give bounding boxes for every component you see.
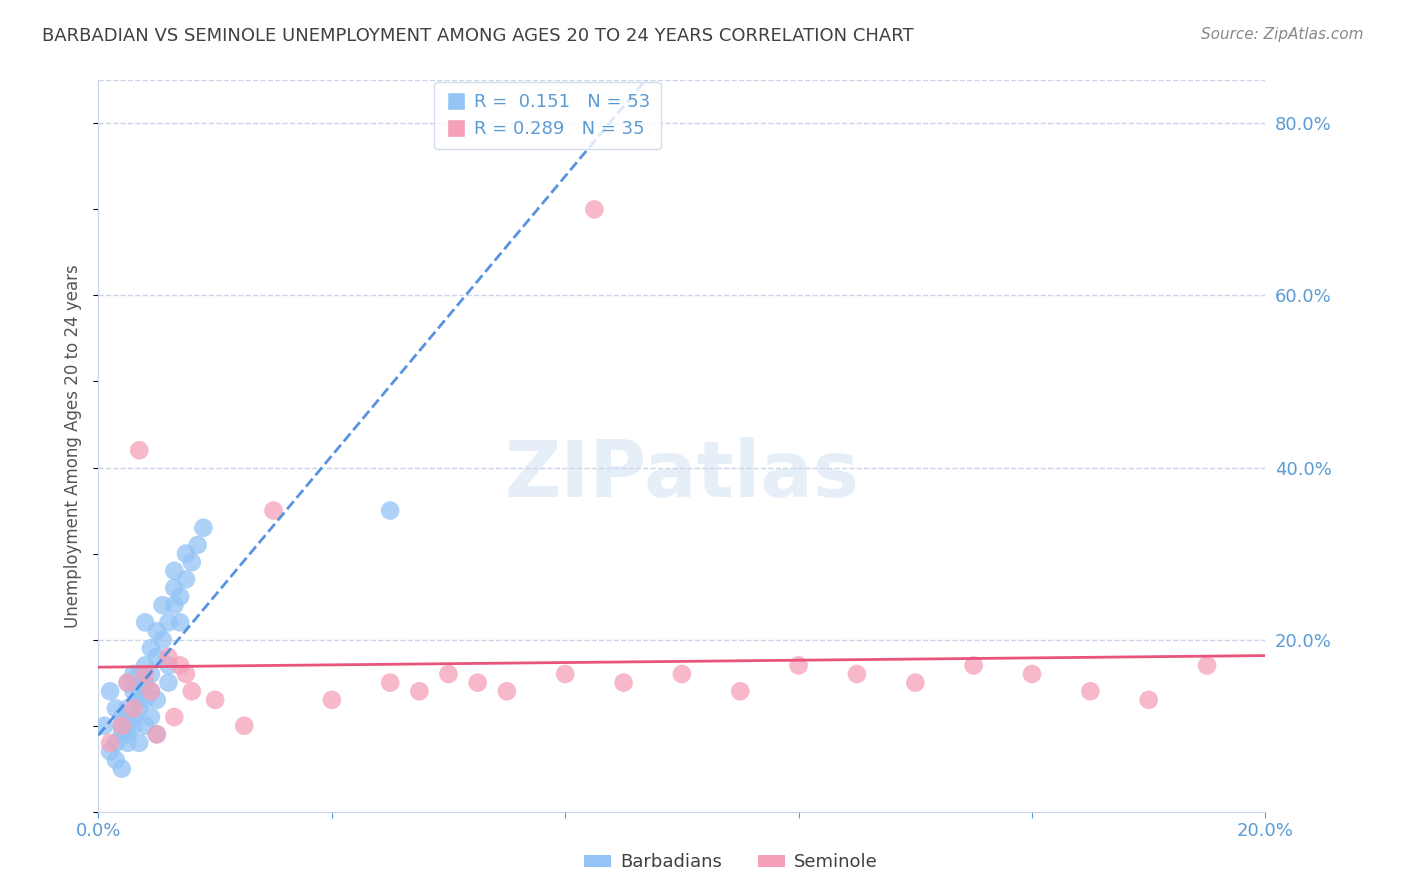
Point bbox=[111, 710, 134, 724]
Point bbox=[122, 719, 145, 733]
Point bbox=[157, 675, 180, 690]
Point bbox=[174, 573, 197, 587]
Y-axis label: Unemployment Among Ages 20 to 24 years: Unemployment Among Ages 20 to 24 years bbox=[65, 264, 83, 628]
Point bbox=[117, 701, 139, 715]
Text: Source: ZipAtlas.com: Source: ZipAtlas.com bbox=[1201, 27, 1364, 42]
Point bbox=[163, 598, 186, 612]
Point bbox=[180, 684, 202, 698]
Point bbox=[134, 658, 156, 673]
Point bbox=[146, 727, 169, 741]
Point bbox=[408, 684, 430, 698]
Point bbox=[904, 675, 927, 690]
Point bbox=[163, 564, 186, 578]
Point bbox=[111, 727, 134, 741]
Point bbox=[152, 632, 174, 647]
Point bbox=[378, 675, 402, 690]
Point bbox=[583, 202, 606, 217]
Point bbox=[139, 641, 162, 656]
Point bbox=[554, 667, 576, 681]
Point bbox=[128, 684, 150, 698]
Point bbox=[671, 667, 693, 681]
Point bbox=[146, 624, 169, 638]
Point bbox=[111, 762, 134, 776]
Point bbox=[122, 684, 145, 698]
Point bbox=[111, 719, 134, 733]
Point bbox=[845, 667, 868, 681]
Point bbox=[157, 615, 180, 630]
Point bbox=[98, 736, 121, 750]
Point bbox=[104, 736, 127, 750]
Point bbox=[787, 658, 810, 673]
Point bbox=[146, 649, 169, 664]
Point bbox=[163, 710, 186, 724]
Point bbox=[163, 581, 186, 595]
Point bbox=[139, 667, 162, 681]
Point bbox=[122, 701, 145, 715]
Point bbox=[117, 736, 139, 750]
Point bbox=[139, 684, 162, 698]
Point bbox=[128, 701, 150, 715]
Point bbox=[117, 727, 139, 741]
Point bbox=[378, 503, 402, 517]
Point bbox=[128, 667, 150, 681]
Point bbox=[157, 658, 180, 673]
Point bbox=[122, 667, 145, 681]
Point bbox=[187, 538, 209, 552]
Point bbox=[122, 710, 145, 724]
Point bbox=[1080, 684, 1102, 698]
Point bbox=[1137, 693, 1160, 707]
Point bbox=[134, 615, 156, 630]
Point bbox=[117, 719, 139, 733]
Point bbox=[204, 693, 226, 707]
Legend: R =  0.151   N = 53, R = 0.289   N = 35: R = 0.151 N = 53, R = 0.289 N = 35 bbox=[434, 82, 661, 149]
Point bbox=[128, 443, 150, 458]
Point bbox=[157, 649, 180, 664]
Point bbox=[180, 555, 202, 569]
Point bbox=[104, 753, 127, 767]
Point bbox=[174, 547, 197, 561]
Point bbox=[134, 675, 156, 690]
Legend: Barbadians, Seminole: Barbadians, Seminole bbox=[576, 847, 886, 879]
Point bbox=[134, 667, 156, 681]
Point bbox=[134, 693, 156, 707]
Point bbox=[962, 658, 984, 673]
Point bbox=[169, 590, 191, 604]
Point bbox=[134, 719, 156, 733]
Point bbox=[467, 675, 489, 690]
Point bbox=[233, 719, 256, 733]
Point bbox=[169, 615, 191, 630]
Point bbox=[174, 667, 197, 681]
Point bbox=[128, 736, 150, 750]
Point bbox=[169, 658, 191, 673]
Point bbox=[321, 693, 343, 707]
Point bbox=[117, 675, 139, 690]
Point bbox=[111, 719, 134, 733]
Point bbox=[152, 598, 174, 612]
Text: BARBADIAN VS SEMINOLE UNEMPLOYMENT AMONG AGES 20 TO 24 YEARS CORRELATION CHART: BARBADIAN VS SEMINOLE UNEMPLOYMENT AMONG… bbox=[42, 27, 914, 45]
Point bbox=[612, 675, 634, 690]
Point bbox=[262, 503, 284, 517]
Point bbox=[93, 719, 115, 733]
Point bbox=[437, 667, 460, 681]
Point bbox=[146, 693, 169, 707]
Point bbox=[1195, 658, 1218, 673]
Point bbox=[98, 744, 121, 758]
Point bbox=[146, 727, 169, 741]
Point bbox=[193, 521, 215, 535]
Point bbox=[117, 675, 139, 690]
Point bbox=[139, 710, 162, 724]
Point bbox=[495, 684, 517, 698]
Point bbox=[139, 684, 162, 698]
Text: ZIPatlas: ZIPatlas bbox=[505, 437, 859, 513]
Point bbox=[104, 701, 127, 715]
Point bbox=[728, 684, 751, 698]
Point bbox=[128, 693, 150, 707]
Point bbox=[98, 684, 121, 698]
Point bbox=[1021, 667, 1043, 681]
